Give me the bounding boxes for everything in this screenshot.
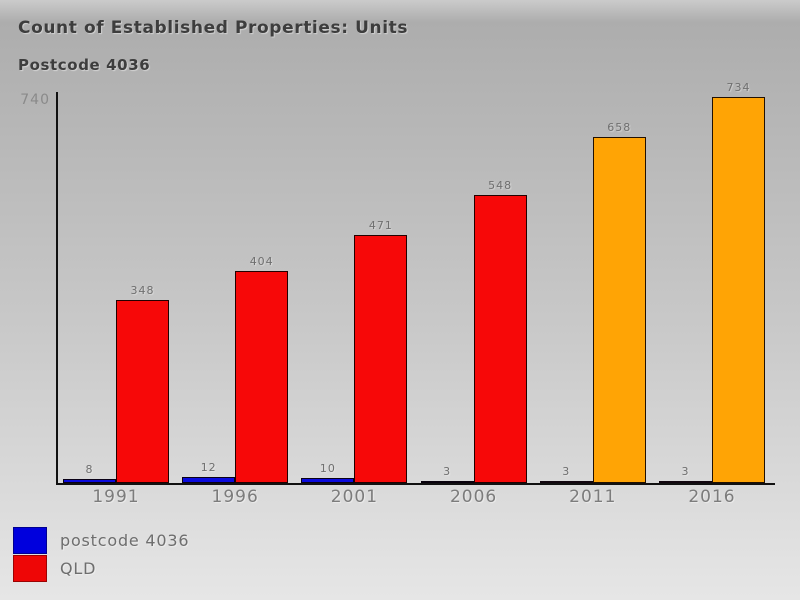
bar-value-label: 3 xyxy=(562,465,571,478)
bar-QLD-1991 xyxy=(116,300,169,483)
bar-value-label: 734 xyxy=(726,81,751,94)
y-axis-line xyxy=(56,92,58,485)
y-axis-max-label: 740 xyxy=(20,92,50,108)
chart-subtitle: Postcode 4036 xyxy=(18,56,151,74)
bar-value-label: 3 xyxy=(681,465,690,478)
bar-QLD-2006 xyxy=(473,195,527,483)
plot-area: 8 348 12 404 10 471 3 548 3 658 3 734 xyxy=(57,81,775,483)
bar-value-label: 3 xyxy=(443,465,452,478)
bar-postcode-4036-1996 xyxy=(182,477,236,483)
bar-postcode-4036-2001 xyxy=(301,478,355,483)
x-axis-label-2001: 2001 xyxy=(330,487,379,507)
legend-swatch-qld xyxy=(13,554,47,582)
x-axis-label-2016: 2016 xyxy=(688,487,736,507)
bar-postcode-4036-1991 xyxy=(63,479,116,483)
x-axis-line xyxy=(56,483,775,485)
legend-item-postcode: postcode 4036 xyxy=(13,526,189,554)
bar-value-label: 404 xyxy=(249,255,274,268)
legend-label-postcode-4036: postcode 4036 xyxy=(60,530,190,550)
legend-swatch-postcode-4036 xyxy=(13,526,47,554)
legend-item-qld: QLD xyxy=(13,554,189,582)
bar-QLD-2016 xyxy=(712,97,765,483)
bar-value-label: 12 xyxy=(200,461,217,474)
bar-value-label: 471 xyxy=(368,219,393,232)
chart-title: Count of Established Properties: Units xyxy=(18,18,409,38)
bar-value-label: 348 xyxy=(130,284,155,297)
bar-value-label: 548 xyxy=(488,179,513,192)
x-axis-label-1996: 1996 xyxy=(211,487,259,507)
x-axis-label-2006: 2006 xyxy=(449,487,498,507)
x-axis-label-1991: 1991 xyxy=(92,487,140,507)
legend-label-qld: QLD xyxy=(60,558,97,578)
bar-value-label: 10 xyxy=(319,462,336,475)
bar-postcode-4036-2011 xyxy=(539,481,593,483)
bar-value-label: 8 xyxy=(85,463,94,476)
bar-QLD-2011 xyxy=(592,137,646,483)
bar-QLD-1996 xyxy=(235,271,289,483)
bar-value-label: 658 xyxy=(607,121,632,134)
x-axis-label-2011: 2011 xyxy=(569,487,617,507)
bar-QLD-2001 xyxy=(354,235,408,483)
bar-postcode-4036-2016 xyxy=(659,481,712,483)
legend: postcode 4036 QLD xyxy=(13,526,189,582)
bar-postcode-4036-2006 xyxy=(420,481,474,483)
